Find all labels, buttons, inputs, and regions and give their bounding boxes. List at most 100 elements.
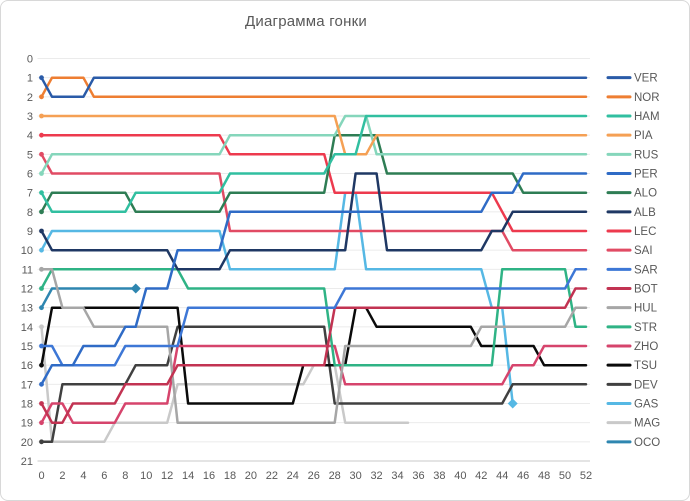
x-tick-label: 52 [580, 470, 592, 482]
x-tick-label: 34 [391, 470, 403, 482]
x-tick-label: 20 [245, 470, 257, 482]
y-tick-label: 14 [21, 322, 33, 334]
start-marker-PIA [39, 113, 44, 119]
y-tick-label: 0 [27, 54, 33, 66]
legend-label-LEC[interactable]: LEC [634, 226, 656, 238]
start-marker-MAG [39, 324, 44, 330]
start-marker-STR [39, 286, 44, 291]
legend-label-ALO[interactable]: ALO [634, 188, 657, 200]
x-tick-label: 28 [329, 470, 341, 482]
legend-label-OCO[interactable]: OCO [634, 437, 660, 449]
legend-label-TSU[interactable]: TSU [634, 360, 657, 372]
series-line-RUS [40, 114, 588, 175]
legend-label-ALB[interactable]: ALB [634, 207, 656, 219]
legend-label-PER[interactable]: PER [634, 169, 658, 181]
legend-label-PIA[interactable]: PIA [634, 130, 653, 142]
legend-label-HUL[interactable]: HUL [634, 303, 658, 315]
x-tick-label: 42 [475, 470, 487, 482]
dnf-marker-OCO [130, 283, 141, 294]
y-tick-label: 12 [21, 284, 33, 296]
y-tick-label: 4 [27, 130, 33, 142]
y-tick-label: 16 [21, 360, 33, 372]
start-marker-ALO [39, 209, 44, 215]
x-tick-label: 0 [38, 470, 44, 482]
legend-label-VER[interactable]: VER [634, 73, 658, 85]
legend-label-SAI[interactable]: SAI [634, 245, 653, 257]
series-line-GAS [40, 191, 514, 405]
y-tick-label: 7 [27, 188, 33, 200]
y-tick-label: 9 [27, 226, 33, 238]
series-line-STR [40, 268, 588, 367]
legend-label-ZHO[interactable]: ZHO [634, 341, 658, 353]
series-line-SAR [40, 268, 588, 367]
y-tick-label: 17 [21, 379, 33, 391]
x-tick-label: 50 [559, 470, 571, 482]
legend-label-STR[interactable]: STR [634, 322, 657, 334]
legend-label-NOR[interactable]: NOR [634, 92, 660, 104]
legend-label-RUS[interactable]: RUS [634, 149, 659, 161]
x-tick-label: 18 [224, 470, 236, 482]
start-marker-NOR [39, 94, 44, 100]
x-tick-label: 44 [496, 470, 508, 482]
series-line-NOR [40, 76, 588, 99]
series-line-HAM [40, 114, 588, 214]
start-marker-DEV [39, 439, 44, 445]
y-tick-label: 18 [21, 399, 33, 411]
x-tick-label: 40 [454, 470, 466, 482]
legend-label-BOT[interactable]: BOT [634, 284, 658, 296]
start-marker-TSU [39, 362, 44, 368]
start-marker-LEC [39, 132, 44, 138]
x-tick-label: 38 [433, 470, 445, 482]
x-tick-label: 24 [287, 470, 299, 482]
y-tick-label: 3 [27, 111, 33, 123]
series-line-MAG [40, 325, 410, 444]
y-tick-label: 5 [27, 149, 33, 161]
legend-label-HAM[interactable]: HAM [634, 111, 660, 123]
legend-label-GAS[interactable]: GAS [634, 399, 659, 411]
series-line-LEC [40, 133, 588, 233]
dnf-marker-GAS [507, 398, 518, 409]
x-tick-label: 2 [59, 470, 65, 482]
start-marker-PER [39, 381, 44, 387]
x-tick-label: 46 [517, 470, 529, 482]
y-tick-label: 20 [21, 437, 33, 449]
x-tick-label: 16 [203, 470, 215, 482]
x-tick-label: 8 [122, 470, 128, 482]
y-tick-label: 8 [27, 207, 33, 219]
y-tick-label: 2 [27, 92, 33, 104]
legend-label-SAR[interactable]: SAR [634, 264, 658, 276]
y-tick-label: 19 [21, 418, 33, 430]
y-tick-label: 13 [21, 303, 33, 315]
x-tick-label: 12 [161, 470, 173, 482]
start-marker-GAS [39, 247, 44, 253]
start-marker-VER [39, 75, 44, 81]
x-tick-label: 30 [350, 470, 362, 482]
legend-label-MAG[interactable]: MAG [634, 418, 660, 430]
y-tick-label: 15 [21, 341, 33, 353]
x-tick-label: 10 [140, 470, 152, 482]
legend-label-DEV[interactable]: DEV [634, 379, 658, 391]
series-line-BOT [40, 287, 588, 424]
series-line-HUL [40, 268, 588, 424]
series-line-SAI [40, 153, 588, 252]
y-tick-label: 1 [27, 73, 33, 85]
x-tick-label: 14 [182, 470, 194, 482]
start-marker-SAI [39, 151, 44, 157]
series-line-PER [40, 172, 588, 386]
start-marker-SAR [39, 343, 44, 349]
start-marker-ZHO [39, 420, 44, 426]
series-line-VER [40, 76, 588, 99]
chart-title: Диаграмма гонки [245, 13, 367, 30]
x-tick-label: 36 [412, 470, 424, 482]
start-marker-HUL [39, 266, 44, 272]
y-tick-label: 6 [27, 169, 33, 181]
start-marker-HAM [39, 190, 44, 196]
start-marker-OCO [39, 305, 44, 311]
start-marker-BOT [39, 401, 44, 406]
series-line-ALB [40, 172, 588, 271]
x-tick-label: 6 [101, 470, 107, 482]
x-tick-label: 4 [80, 470, 86, 482]
y-tick-label: 21 [21, 456, 33, 468]
